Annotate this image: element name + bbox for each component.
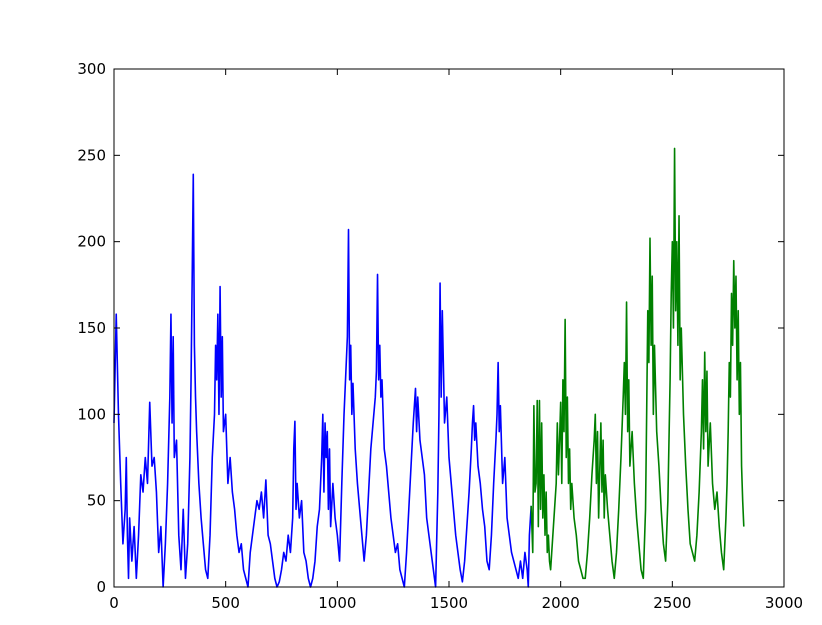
axes-layer: 0 500 1000 1500 2000 2500 3000 0 50 100 150 200 250 3… <box>77 60 803 612</box>
y-tick-label: 150 <box>77 319 106 337</box>
y-tick-label: 250 <box>77 146 106 164</box>
y-tick-label: 200 <box>77 233 106 251</box>
x-tick-label: 3000 <box>765 594 803 612</box>
series-layer <box>113 147 745 588</box>
x-tick-label: 2000 <box>542 594 580 612</box>
plot-background <box>114 69 784 587</box>
series-line-2 <box>530 147 745 580</box>
plot-area <box>114 69 784 587</box>
y-tick-label: 300 <box>77 60 106 78</box>
x-tick-label: 0 <box>109 594 119 612</box>
y-tick-label: 50 <box>87 492 106 510</box>
x-tick-label: 500 <box>211 594 240 612</box>
series-line-1 <box>113 173 532 588</box>
y-tick-label: 0 <box>96 578 106 596</box>
y-tick-label: 100 <box>77 405 106 423</box>
x-tick-label: 1000 <box>318 594 356 612</box>
x-tick-label: 1500 <box>430 594 468 612</box>
x-tick-label: 2500 <box>653 594 691 612</box>
